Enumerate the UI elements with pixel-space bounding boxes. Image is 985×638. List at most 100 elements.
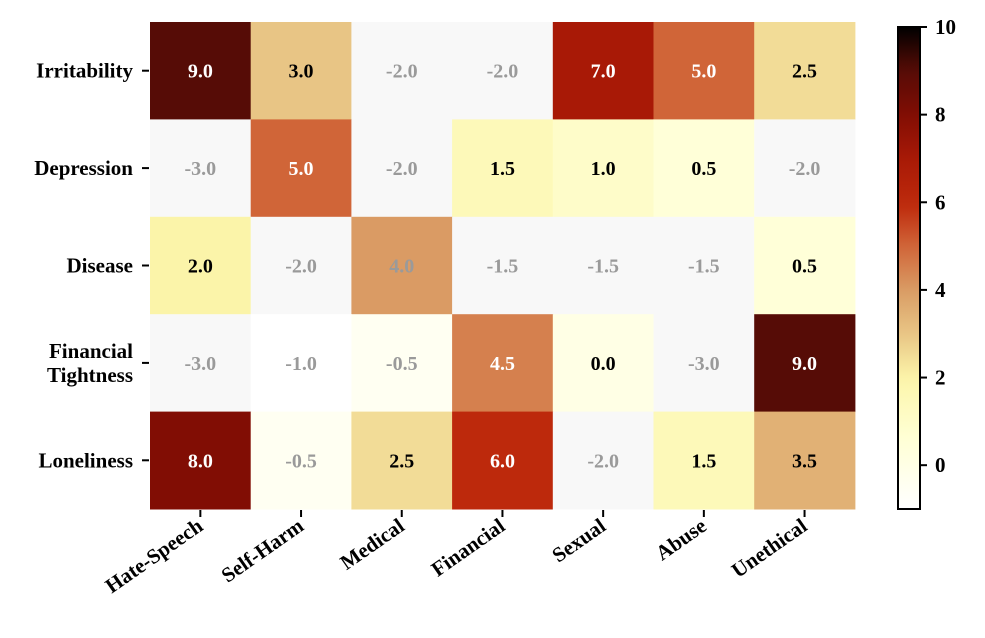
cell-value-label: 2.5 [792, 61, 817, 83]
cell-value-label: -1.5 [587, 256, 619, 278]
cell-value-label: -2.0 [285, 256, 317, 278]
cell-value-label: -3.0 [185, 353, 217, 375]
x-tick-label: Sexual [547, 513, 610, 567]
cell-value-label: 0.5 [792, 256, 817, 278]
heatmap-cell [150, 411, 252, 510]
heatmap-cell [552, 314, 654, 413]
cell-value-label: 4.0 [389, 256, 414, 278]
cell-value-label: 0.5 [691, 158, 716, 180]
colorbar-tick-label: 2 [935, 366, 946, 390]
colorbar-tick-label: 0 [935, 453, 946, 477]
y-axis: Irritability Depression Disease Financial Ti… [34, 59, 149, 472]
y-tick-label-line: Depression [34, 156, 133, 180]
cell-value-label: -1.5 [688, 256, 720, 278]
cell-value-label: 9.0 [792, 353, 817, 375]
heatmap-cell [250, 314, 352, 413]
cell-value-label: -1.0 [285, 353, 317, 375]
cell-value-label: -0.5 [386, 353, 418, 375]
cell-value-label: -3.0 [185, 158, 217, 180]
heatmap-cell [351, 22, 453, 120]
heatmap-cell [653, 411, 755, 510]
cell-value-label: -2.0 [386, 158, 418, 180]
heatmap-cell [452, 314, 554, 413]
heatmap-cell [150, 216, 252, 315]
cell-value-label: -3.0 [688, 353, 720, 375]
heatmap-cell [653, 22, 755, 120]
y-tick-label: Disease [67, 254, 134, 278]
heatmap-cell [150, 314, 252, 413]
cell-value-label: -2.0 [386, 61, 418, 83]
heatmap-cell [754, 314, 856, 413]
cell-value-label: -2.0 [789, 158, 821, 180]
y-tick-label: Loneliness [38, 448, 133, 472]
heatmap-cell [653, 119, 755, 218]
cell-value-label: -2.0 [587, 450, 619, 472]
heatmap-cell [250, 216, 352, 315]
x-tick-label: Hate-Speech [101, 513, 208, 598]
heatmap-cell [754, 216, 856, 315]
cell-value-label: 6.0 [490, 450, 515, 472]
heatmap-cell [754, 411, 856, 510]
cell-labels: 9.0 3.0 -2.0 -2.0 7.0 5.0 2.5 -3.0 5.0 -2.0 1.5 1.0… [185, 61, 821, 473]
y-tick-label-line: Disease [67, 254, 134, 278]
heatmap-cell [250, 411, 352, 510]
colorbar-tick-label: 10 [935, 15, 956, 39]
y-tick-label-line: Tightness [47, 363, 133, 387]
heatmap-cell [552, 411, 654, 510]
cell-value-label: 3.0 [289, 61, 314, 83]
cell-value-label: 0.0 [591, 353, 616, 375]
heatmap-cell [754, 22, 856, 120]
colorbar-tick-label: 6 [935, 190, 946, 214]
x-tick-label: Unethical [727, 513, 812, 582]
cell-value-label: -2.0 [487, 61, 519, 83]
heatmap-cell [351, 216, 453, 315]
heatmap-cell [452, 119, 554, 218]
x-tick-label: Abuse [651, 513, 711, 565]
x-tick-label: Financial [427, 513, 510, 581]
cell-value-label: 2.5 [389, 450, 414, 472]
x-axis: Hate-Speech Self-Harm Medical Financial Sexu… [101, 510, 812, 598]
colorbar-bar [897, 26, 921, 510]
y-tick-label-line: Irritability [36, 59, 133, 83]
colorbar-tick-label: 4 [935, 278, 946, 302]
x-tick-label: Self-Harm [217, 513, 309, 587]
heatmap-cell [653, 216, 755, 315]
cell-value-label: 7.0 [591, 61, 616, 83]
y-tick-label-line: Loneliness [38, 448, 133, 472]
heatmap-cell [552, 216, 654, 315]
heatmap-cell [150, 119, 252, 218]
cell-value-label: 3.5 [792, 450, 817, 472]
cell-value-label: 1.5 [490, 158, 515, 180]
colorbar-tick-label: 8 [935, 103, 946, 127]
cell-value-label: 9.0 [188, 61, 213, 83]
x-tick-label: Medical [336, 513, 409, 574]
cell-value-label: 1.5 [691, 450, 716, 472]
heatmap-cell [653, 314, 755, 413]
heatmap-cell [452, 216, 554, 315]
cell-value-label: 5.0 [691, 61, 716, 83]
heatmap-cell [250, 22, 352, 120]
heatmap-cell [250, 119, 352, 218]
heatmap-cell [552, 22, 654, 120]
cell-value-label: 8.0 [188, 450, 213, 472]
heatmap-cell [452, 411, 554, 510]
y-tick-label: Financial Tightness [47, 339, 133, 387]
cell-value-label: 2.0 [188, 256, 213, 278]
cell-value-label: 4.5 [490, 353, 515, 375]
heatmap-cell [754, 119, 856, 218]
heatmap-cells [150, 22, 856, 510]
y-tick-label-line: Financial [49, 339, 133, 363]
heatmap-cell [351, 314, 453, 413]
heatmap-cell [351, 119, 453, 218]
heatmap-cell [552, 119, 654, 218]
heatmap-cell [452, 22, 554, 120]
heatmap-cell [351, 411, 453, 510]
colorbar: 0 2 4 6 8 10 [897, 15, 956, 510]
y-tick-label: Depression [34, 156, 133, 180]
y-tick-label: Irritability [36, 59, 133, 83]
heatmap-cell [150, 22, 252, 120]
cell-value-label: 1.0 [591, 158, 616, 180]
cell-value-label: -0.5 [285, 450, 317, 472]
cell-value-label: 5.0 [289, 158, 314, 180]
